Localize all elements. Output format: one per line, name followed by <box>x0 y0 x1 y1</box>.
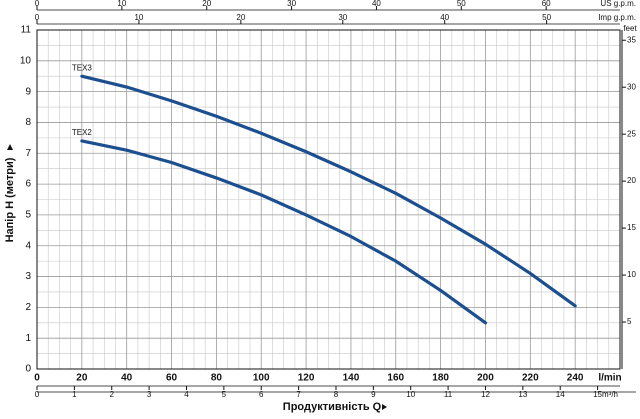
secondary-x-tick-label: 60 <box>542 0 551 8</box>
x-tick-label: 0 <box>34 373 40 384</box>
x-tick-label: 200 <box>477 373 494 384</box>
x-tick-label: 240 <box>567 373 584 384</box>
x-tick-label: 180 <box>432 373 449 384</box>
secondary-x-tick-label: 14 <box>556 390 565 399</box>
secondary-x-tick-label: 13 <box>518 390 527 399</box>
y-tick-label: 7 <box>25 148 31 159</box>
y-tick-label: 0 <box>25 364 31 375</box>
y-arrow <box>7 144 13 150</box>
secondary-x-tick-label: 15 <box>593 390 602 399</box>
y-tick-label: 8 <box>25 117 31 128</box>
y2-tick-label: 35 <box>627 35 636 44</box>
secondary-x-tick-label: 0 <box>35 390 40 399</box>
secondary-x-tick-label: 40 <box>440 13 449 22</box>
secondary-x-unit: Imp g.p.m. <box>598 13 636 22</box>
secondary-x-tick-label: 5 <box>222 390 227 399</box>
secondary-x-tick-label: 50 <box>457 0 466 8</box>
y-tick-label: 4 <box>25 240 31 251</box>
curve <box>80 139 488 325</box>
y-tick-label: 6 <box>25 179 31 190</box>
x-tick-label: 140 <box>343 373 360 384</box>
y2-tick-label: 10 <box>627 270 636 279</box>
x-tick-label: 100 <box>253 373 270 384</box>
secondary-x-tick-label: 10 <box>134 13 143 22</box>
secondary-x-tick-label: 8 <box>334 390 339 399</box>
y-tick-label: 9 <box>25 86 31 97</box>
secondary-x-tick-label: 10 <box>406 390 415 399</box>
y2-tick-label: 15 <box>627 223 636 232</box>
secondary-x-tick-label: 12 <box>481 390 490 399</box>
y-tick-label: 10 <box>20 55 32 66</box>
secondary-x-tick-label: 0 <box>35 13 40 22</box>
secondary-x-tick-label: 9 <box>371 390 376 399</box>
y2-axis-label: feet <box>623 24 637 33</box>
y-tick-label: 2 <box>25 302 31 313</box>
series-label: TEX3 <box>72 63 93 72</box>
secondary-x-tick-label: 30 <box>287 0 296 8</box>
x-tick-label: 80 <box>211 373 223 384</box>
secondary-x-tick-label: 4 <box>184 390 189 399</box>
secondary-x-tick-label: 3 <box>147 390 152 399</box>
x-axis-label: Продуктивність Q <box>283 401 382 413</box>
secondary-x-tick-label: 2 <box>110 390 115 399</box>
secondary-x-tick-label: 30 <box>338 13 347 22</box>
y2-tick-label: 20 <box>627 176 636 185</box>
y-tick-label: 5 <box>25 210 31 221</box>
x-unit-label: l/min <box>598 373 621 384</box>
series-label: TEX2 <box>72 128 93 137</box>
x-tick-label: 160 <box>387 373 404 384</box>
secondary-x-unit: m³/h <box>602 390 618 399</box>
secondary-x-tick-label: 20 <box>236 13 245 22</box>
y-axis-label: Напір H (метри) <box>4 157 16 242</box>
x-arrow <box>382 404 387 410</box>
y-tick-label: 11 <box>21 25 32 36</box>
secondary-x-tick-label: 20 <box>202 0 211 8</box>
secondary-x-tick-label: 11 <box>444 390 453 399</box>
x-tick-label: 40 <box>121 373 133 384</box>
secondary-x-tick-label: 0 <box>35 0 40 8</box>
secondary-x-tick-label: 1 <box>72 390 77 399</box>
plot-frame <box>36 29 621 370</box>
x-tick-label: 220 <box>522 373 539 384</box>
y2-tick-label: 25 <box>627 129 636 138</box>
x-tick-label: 20 <box>76 373 88 384</box>
secondary-x-tick-label: 6 <box>259 390 264 399</box>
y-tick-label: 3 <box>25 271 31 282</box>
x-tick-label: 60 <box>166 373 178 384</box>
secondary-x-tick-label: 10 <box>117 0 126 8</box>
curve <box>80 74 577 308</box>
y-tick-label: 1 <box>25 333 31 344</box>
x-tick-label: 120 <box>298 373 315 384</box>
secondary-x-tick-label: 40 <box>372 0 381 8</box>
secondary-x-tick-label: 7 <box>296 390 301 399</box>
secondary-x-unit: US g.p.m. <box>600 0 636 8</box>
secondary-x-tick-label: 50 <box>542 13 551 22</box>
y2-tick-label: 5 <box>627 317 632 326</box>
y2-tick-label: 30 <box>627 82 636 91</box>
